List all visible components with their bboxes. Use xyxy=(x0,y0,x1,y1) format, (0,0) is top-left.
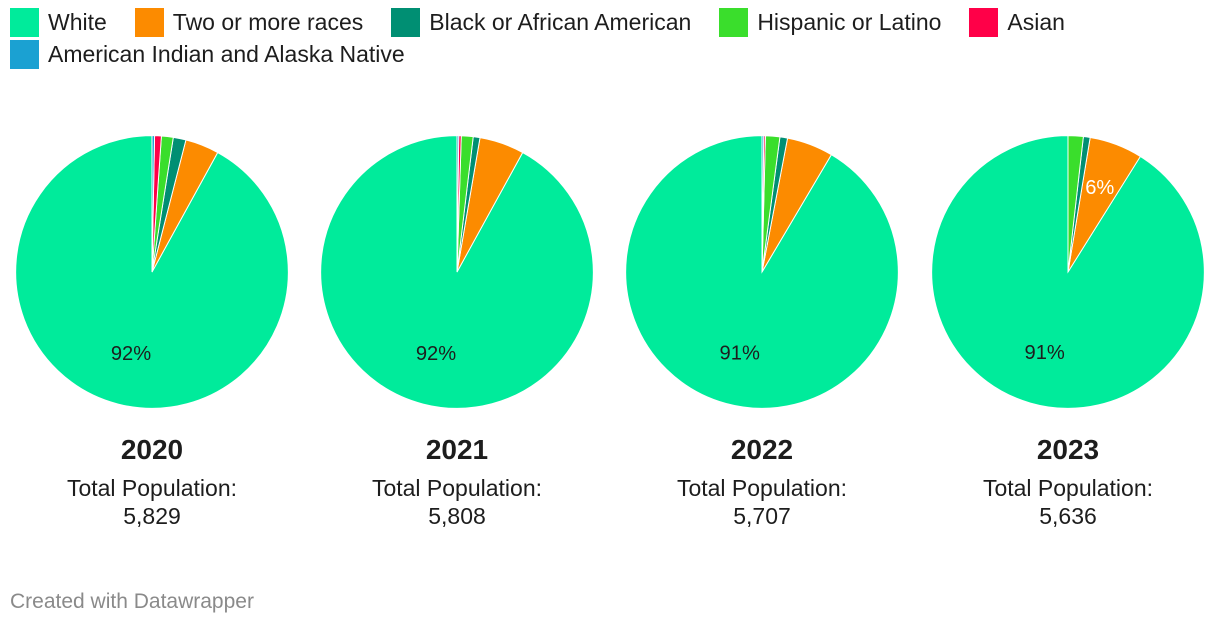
legend-swatch-white xyxy=(10,8,39,37)
population-value-2021: 5,808 xyxy=(428,503,486,529)
legend-swatch-american-indian xyxy=(10,40,39,69)
pie-data-label-white: 91% xyxy=(1025,342,1065,364)
chart-legend: White Two or more races Black or African… xyxy=(10,8,1200,69)
pie-chart-2023: 91% 6% xyxy=(931,135,1205,409)
legend-label-two-or-more-races: Two or more races xyxy=(172,9,364,35)
legend-label-hispanic: Hispanic or Latino xyxy=(757,9,942,35)
pie-data-label-two-or-more-races: 6% xyxy=(1085,177,1114,199)
pie-data-label-white: 92% xyxy=(416,343,456,365)
pie-title-2020: 2020 xyxy=(120,434,184,465)
pie-title-2023: 2023 xyxy=(1036,434,1100,465)
legend-item-two-or-more-races: Two or more races xyxy=(134,8,364,37)
legend-swatch-asian xyxy=(969,8,999,37)
legend-label-black: Black or African American xyxy=(429,9,692,35)
legend-swatch-black xyxy=(391,8,421,37)
legend-item-asian: Asian xyxy=(969,8,1065,37)
legend-item-hispanic: Hispanic or Latino xyxy=(719,8,941,37)
population-value-2022: 5,707 xyxy=(733,503,791,529)
pie-data-label-white: 92% xyxy=(111,343,151,365)
pie-slice-american-indian-and-alaska-native xyxy=(456,135,460,273)
legend-label-asian: Asian xyxy=(1007,9,1065,35)
pie-chart-2020: 92% xyxy=(15,135,289,409)
legend-item-black: Black or African American xyxy=(391,8,691,37)
legend-label-american-indian: American Indian and Alaska Native xyxy=(48,41,405,67)
pie-panel-2022: 91% 2022 Total Population: 5,707 xyxy=(612,128,912,530)
pie-chart-2021: 92% xyxy=(320,135,594,409)
pie-slice-american-indian-and-alaska-native xyxy=(761,135,765,273)
pie-title-2021: 2021 xyxy=(425,434,489,465)
pie-panel-2021: 92% 2021 Total Population: 5,808 xyxy=(307,128,607,530)
pie-data-label-white: 91% xyxy=(720,343,760,365)
population-label-2020: Total Population: xyxy=(66,475,238,501)
legend-swatch-two-or-more-races xyxy=(134,8,164,37)
pie-title-2022: 2022 xyxy=(730,434,794,465)
population-value-2020: 5,829 xyxy=(123,503,181,529)
legend-label-white: White xyxy=(48,9,107,35)
legend-item-american-indian: American Indian and Alaska Native xyxy=(10,40,405,69)
pie-slice-american-indian-and-alaska-native xyxy=(151,135,156,273)
pie-panel-2023: 91% 6% 2023 Total Population: 5,636 xyxy=(918,128,1218,530)
population-value-2023: 5,636 xyxy=(1039,503,1097,529)
datawrapper-credit: Created with Datawrapper xyxy=(10,590,254,613)
legend-item-white: White xyxy=(10,8,107,37)
population-label-2021: Total Population: xyxy=(371,475,543,501)
legend-swatch-hispanic xyxy=(719,8,749,37)
pie-slice-hispanic-or-latino xyxy=(1067,135,1084,273)
pie-chart-2022: 91% xyxy=(625,135,899,409)
population-label-2022: Total Population: xyxy=(676,475,848,501)
pie-panel-2020: 92% 2020 Total Population: 5,829 xyxy=(2,128,302,530)
population-label-2023: Total Population: xyxy=(982,475,1154,501)
